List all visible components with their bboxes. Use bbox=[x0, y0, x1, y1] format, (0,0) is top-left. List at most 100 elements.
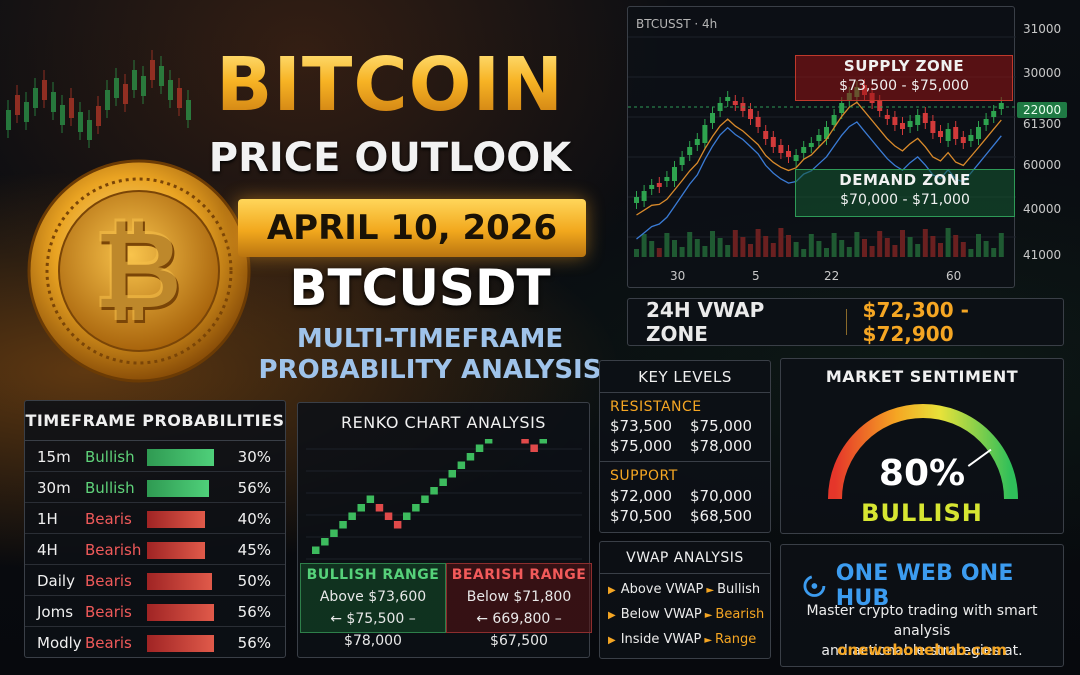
candle bbox=[900, 123, 905, 129]
renko-heading: RENKO CHART ANALYSIS bbox=[341, 413, 546, 432]
renko-brick bbox=[348, 512, 356, 520]
resistance-label: RESISTANCE bbox=[610, 399, 702, 415]
vwap-result: Bearish bbox=[715, 607, 765, 622]
volume-bar bbox=[786, 235, 791, 257]
divider bbox=[600, 461, 770, 462]
candle bbox=[960, 137, 966, 143]
candle bbox=[672, 167, 677, 181]
volume-bar bbox=[793, 242, 799, 257]
resistance-level: $75,000 bbox=[610, 437, 673, 455]
renko-brick bbox=[430, 487, 438, 495]
candle bbox=[649, 185, 655, 189]
bullish-range-box: BULLISH RANGE Above $73,600 ← $75,500 – … bbox=[300, 563, 446, 649]
bearish-range-target: 669,800 – $67,500 bbox=[490, 611, 562, 649]
chart-price-axis: 31000 30000 22000 61300 60000 40000 4100… bbox=[1015, 6, 1077, 262]
probability-bar bbox=[147, 449, 214, 466]
timeframe-label: Daily bbox=[37, 572, 75, 590]
candle bbox=[755, 117, 761, 127]
current-price-tag: 22000 bbox=[1017, 102, 1068, 118]
renko-brick bbox=[375, 504, 384, 512]
volume-bar bbox=[998, 233, 1004, 257]
demand-zone-range: $70,000 - $71,000 bbox=[840, 192, 970, 208]
timeframe-percent: 56% bbox=[237, 634, 271, 652]
candle bbox=[945, 129, 951, 141]
vwap-result: Bullish bbox=[717, 582, 761, 597]
vwap-row-inside: ▶ Inside VWAP ► Range bbox=[608, 632, 756, 647]
analysis-subtitle: MULTI-TIMEFRAME PROBABILITY ANALYSIS bbox=[240, 324, 620, 386]
resistance-levels: $73,500 $75,000 $75,000 $78,000 bbox=[610, 416, 770, 456]
candle bbox=[793, 155, 799, 161]
timeframe-percent: 56% bbox=[237, 479, 271, 497]
brand-logo-icon bbox=[803, 575, 826, 597]
volume-bar bbox=[983, 241, 989, 257]
brand-tagline-line1: Master crypto trading with smart analysi… bbox=[806, 603, 1038, 639]
candle bbox=[968, 135, 974, 141]
background-candle bbox=[177, 88, 182, 108]
volume-bar bbox=[976, 234, 981, 257]
volume-bar bbox=[740, 237, 746, 257]
candle bbox=[778, 145, 784, 153]
arrow-right-icon: ▶ bbox=[608, 610, 616, 621]
candle bbox=[983, 119, 989, 125]
volume-bar bbox=[702, 246, 708, 257]
volume-bar bbox=[672, 240, 677, 257]
candle bbox=[763, 131, 769, 139]
candle bbox=[884, 115, 890, 119]
candle bbox=[725, 97, 731, 101]
candle bbox=[976, 127, 981, 139]
volume-bar bbox=[763, 236, 769, 257]
bearish-range-line2: ← 669,800 – $67,500 bbox=[447, 608, 591, 652]
candle bbox=[786, 151, 791, 157]
bearish-range-label: BEARISH RANGE bbox=[451, 567, 587, 583]
brand-url-link[interactable]: onewebonehub.com bbox=[837, 641, 1007, 659]
background-candle bbox=[69, 98, 74, 118]
renko-brick bbox=[484, 439, 493, 444]
renko-brick bbox=[421, 495, 429, 503]
supply-zone-range: $73,500 - $75,000 bbox=[839, 78, 969, 94]
volume-bar bbox=[862, 239, 867, 257]
background-candle bbox=[33, 88, 38, 108]
volume-bar bbox=[710, 231, 715, 257]
background-candle bbox=[159, 66, 164, 86]
sentiment-gauge bbox=[828, 404, 1018, 500]
timeframe-label: Joms bbox=[37, 603, 74, 621]
candle bbox=[998, 103, 1004, 109]
renko-brick bbox=[312, 546, 320, 554]
background-candle bbox=[60, 105, 65, 125]
background-candle bbox=[24, 102, 29, 122]
candle bbox=[702, 125, 708, 143]
probability-bar bbox=[147, 604, 214, 621]
candle bbox=[839, 103, 845, 113]
renko-brick bbox=[466, 453, 475, 461]
vwap-zone-banner: 24H VWAP ZONE $72,300 - $72,900 bbox=[627, 298, 1064, 346]
renko-brick bbox=[393, 521, 402, 529]
candle bbox=[748, 109, 753, 119]
candle bbox=[953, 127, 959, 139]
price-tick: 30000 bbox=[1023, 66, 1062, 80]
candle bbox=[801, 147, 807, 153]
timeframe-label: 1H bbox=[37, 510, 58, 528]
timeframe-percent: 30% bbox=[237, 448, 271, 466]
price-tick: 61300 bbox=[1023, 117, 1062, 131]
candle bbox=[656, 183, 662, 187]
timeframe-label: 4H bbox=[37, 541, 58, 559]
arrow-right-icon: ► bbox=[706, 585, 715, 596]
probability-bar bbox=[147, 573, 212, 590]
timeframe-percent: 50% bbox=[237, 572, 271, 590]
subtitle-line-1: MULTI-TIMEFRAME bbox=[296, 324, 564, 354]
bitcoin-coin-icon: ₿ ₿ bbox=[27, 159, 251, 383]
volume-bar bbox=[953, 235, 959, 257]
support-levels: $72,000 $70,000 $70,500 $68,500 bbox=[610, 486, 770, 526]
candle bbox=[816, 135, 822, 141]
timeframe-bias: Bearish bbox=[85, 541, 142, 559]
left-arrow-icon: ← bbox=[476, 611, 493, 627]
brand-name[interactable]: ONE WEB ONE HUB bbox=[803, 561, 1063, 611]
volume-bar bbox=[854, 232, 860, 257]
x-tick: 30 bbox=[670, 269, 686, 283]
arrow-right-icon: ► bbox=[704, 635, 713, 646]
page-title: BITCOIN bbox=[190, 48, 590, 122]
price-tick: 40000 bbox=[1023, 202, 1062, 216]
volume-bar bbox=[770, 243, 776, 257]
volume-bar bbox=[687, 232, 693, 257]
bullish-range-line1: Above $73,600 bbox=[319, 589, 427, 605]
